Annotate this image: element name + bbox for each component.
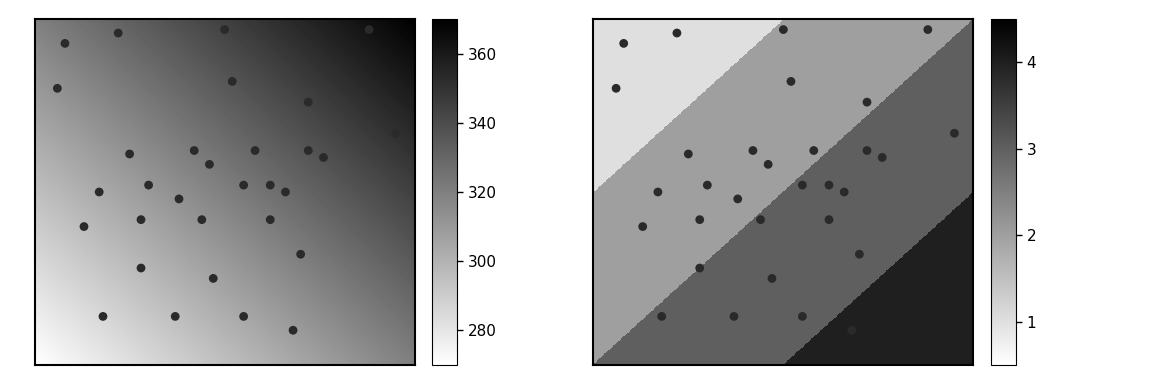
Point — [169, 196, 188, 202]
Point — [204, 275, 222, 281]
Point — [223, 78, 242, 84]
Point — [262, 217, 280, 223]
Point — [728, 196, 746, 202]
Point — [192, 217, 211, 223]
Point — [185, 147, 204, 154]
Point — [109, 30, 128, 36]
Point — [300, 147, 318, 154]
Point — [751, 217, 770, 223]
Point — [858, 147, 877, 154]
Point — [93, 313, 112, 319]
Point — [90, 189, 108, 195]
Point — [215, 26, 234, 33]
Point — [262, 182, 280, 188]
Point — [314, 154, 333, 161]
Point — [166, 313, 184, 319]
Point — [235, 313, 253, 319]
Point — [744, 147, 763, 154]
Point — [359, 26, 378, 33]
Point — [782, 78, 801, 84]
Point — [55, 40, 74, 46]
Point — [690, 217, 708, 223]
Point — [842, 327, 861, 333]
Point — [763, 275, 781, 281]
Point — [679, 151, 697, 157]
Point — [131, 265, 150, 271]
Point — [774, 26, 793, 33]
Point — [235, 182, 253, 188]
Point — [131, 217, 150, 223]
Point — [873, 154, 892, 161]
Point — [725, 313, 743, 319]
Point — [634, 223, 652, 230]
Point — [120, 151, 138, 157]
Point — [759, 161, 778, 167]
Point — [245, 147, 264, 154]
Point — [820, 182, 839, 188]
Point — [850, 251, 869, 257]
Point — [690, 265, 708, 271]
Point — [386, 130, 404, 136]
Point — [698, 182, 717, 188]
Point — [276, 189, 295, 195]
Point — [652, 313, 670, 319]
Point — [139, 182, 158, 188]
Point — [300, 99, 318, 105]
Point — [75, 223, 93, 230]
Point — [820, 217, 839, 223]
Point — [607, 85, 626, 91]
Point — [858, 99, 877, 105]
Point — [283, 327, 302, 333]
Point — [614, 40, 632, 46]
Point — [793, 313, 811, 319]
Point — [835, 189, 854, 195]
Point — [804, 147, 823, 154]
Point — [48, 85, 67, 91]
Point — [200, 161, 219, 167]
Point — [918, 26, 937, 33]
Point — [291, 251, 310, 257]
Point — [649, 189, 667, 195]
Point — [945, 130, 963, 136]
Point — [793, 182, 811, 188]
Point — [668, 30, 687, 36]
